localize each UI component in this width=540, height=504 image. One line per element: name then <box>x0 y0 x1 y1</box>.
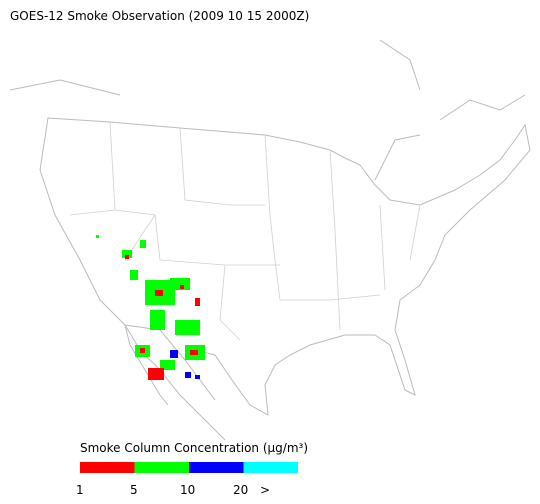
colorbar-tick-label: 1 <box>76 483 84 497</box>
legend-title: Smoke Column Concentration (μg/m³) <box>80 441 308 455</box>
smoke-pixel <box>155 290 163 296</box>
colorbar-segment <box>134 462 189 473</box>
smoke-pixel <box>170 278 190 290</box>
smoke-pixel <box>140 240 146 248</box>
map-title: GOES-12 Smoke Observation (2009 10 15 20… <box>10 9 309 23</box>
colorbar-segment <box>189 462 244 473</box>
smoke-pixel <box>125 255 129 259</box>
colorbar-tick-label: 10 <box>180 483 195 497</box>
smoke-pixel <box>195 298 200 306</box>
colorbar: 1 5 10 20 > <box>76 462 298 497</box>
smoke-pixel <box>122 250 132 258</box>
us-outline <box>39 117 531 416</box>
mexico-outline <box>124 324 226 441</box>
colorbar-tick-label: > <box>260 483 270 497</box>
colorbar-tick-label: 20 <box>233 483 248 497</box>
smoke-pixel <box>180 285 184 289</box>
smoke-pixel <box>150 310 165 330</box>
smoke-pixels <box>96 235 205 380</box>
smoke-pixel <box>175 320 200 335</box>
colorbar-segment <box>243 462 298 473</box>
smoke-pixel <box>160 360 175 370</box>
smoke-pixel <box>195 375 200 379</box>
smoke-pixel <box>190 350 198 355</box>
smoke-pixel <box>148 368 164 380</box>
canada-outline <box>9 39 526 181</box>
basemap <box>9 39 531 441</box>
state-lines <box>69 121 421 341</box>
smoke-pixel <box>130 270 138 280</box>
smoke-pixel <box>96 235 99 238</box>
colorbar-tick-label: 5 <box>130 483 138 497</box>
smoke-pixel <box>185 372 191 378</box>
smoke-pixel <box>170 350 178 358</box>
smoke-pixel <box>140 348 145 353</box>
colorbar-segment <box>80 462 135 473</box>
